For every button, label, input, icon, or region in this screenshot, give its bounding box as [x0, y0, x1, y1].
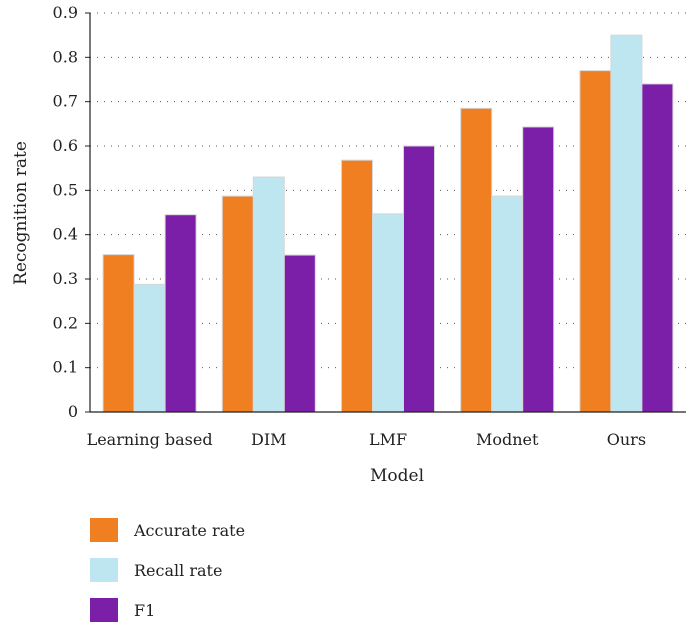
- x-tick-label: Modnet: [476, 430, 539, 449]
- legend-swatch-accurate: [90, 518, 118, 542]
- x-axis-title: Model: [370, 466, 424, 486]
- legend-label-recall: Recall rate: [134, 560, 223, 580]
- y-tick-label: 0.7: [53, 92, 78, 111]
- legend-item-f1: F1: [90, 590, 245, 630]
- bar: [133, 283, 166, 413]
- legend: Accurate rate Recall rate F1: [90, 510, 245, 630]
- y-tick-label: 0.4: [53, 225, 78, 244]
- y-tick-label: 0.8: [53, 47, 78, 66]
- y-tick-label: 0.1: [53, 358, 78, 377]
- bar: [403, 145, 435, 413]
- bar: [252, 176, 285, 413]
- legend-swatch-recall: [90, 558, 118, 582]
- legend-item-accurate: Accurate rate: [90, 510, 245, 550]
- axes: [85, 12, 686, 413]
- bar-chart: 0 0.1 0.2 0.3 0.4 0.5 0.6 0.7 0.8 0.9 Learning ba…: [11, 3, 686, 486]
- bar: [460, 107, 493, 413]
- x-tick-label: Ours: [607, 430, 646, 449]
- y-tick-label: 0.2: [53, 313, 78, 332]
- y-tick-labels: 0 0.1 0.2 0.3 0.4 0.5 0.6 0.7 0.8 0.9: [53, 3, 78, 421]
- y-tick-label: 0: [68, 402, 78, 421]
- x-tick-labels: Learning based DIM LMF Modnet Ours: [87, 430, 646, 449]
- bar: [610, 34, 643, 413]
- y-tick-label: 0.5: [53, 180, 78, 199]
- x-tick-label: DIM: [251, 430, 287, 449]
- y-tick-label: 0.3: [53, 269, 78, 288]
- bar: [522, 126, 555, 413]
- bar: [221, 195, 254, 413]
- bar: [283, 254, 316, 413]
- y-tick-label: 0.9: [53, 3, 78, 22]
- x-tick-label: LMF: [369, 430, 407, 449]
- legend-label-f1: F1: [134, 600, 156, 620]
- bar: [491, 195, 524, 413]
- bar: [102, 254, 135, 413]
- x-tick-label: Learning based: [87, 430, 213, 449]
- bar: [164, 214, 197, 413]
- y-axis-title: Recognition rate: [11, 141, 31, 285]
- bar: [641, 83, 674, 413]
- y-tick-label: 0.6: [53, 136, 78, 155]
- bar: [341, 159, 373, 413]
- bars: [102, 34, 674, 413]
- legend-label-accurate: Accurate rate: [134, 520, 246, 540]
- bar: [579, 70, 612, 413]
- legend-item-recall: Recall rate: [90, 550, 245, 590]
- bar: [372, 213, 404, 413]
- legend-swatch-f1: [90, 598, 118, 622]
